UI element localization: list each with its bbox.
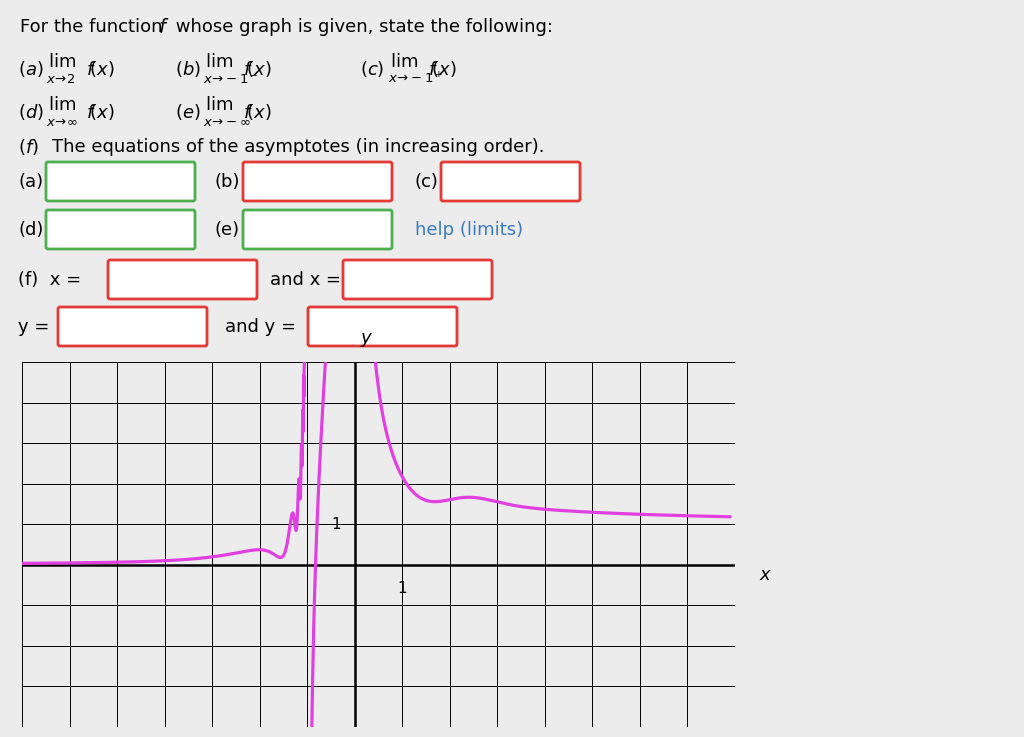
Text: $f$: $f$ (158, 18, 169, 37)
Text: $x\!\to\!2$: $x\!\to\!2$ (46, 72, 76, 85)
Text: (e): (e) (215, 221, 240, 239)
Text: (f)  x =: (f) x = (18, 271, 81, 289)
FancyBboxPatch shape (243, 210, 392, 249)
Text: $\lim$: $\lim$ (48, 96, 76, 114)
Text: $(a)$: $(a)$ (18, 59, 43, 79)
FancyBboxPatch shape (58, 307, 207, 346)
Text: $x\!\to\!-1^-$: $x\!\to\!-1^-$ (203, 72, 258, 85)
Text: 1: 1 (397, 581, 408, 596)
Text: $(c)$: $(c)$ (360, 59, 384, 79)
Text: $\lim$: $\lim$ (390, 53, 418, 71)
Text: (a): (a) (18, 173, 43, 191)
Text: 1: 1 (332, 517, 341, 531)
Text: and y =: and y = (225, 318, 296, 336)
Text: $x\!\to\!-\infty$: $x\!\to\!-\infty$ (203, 116, 251, 128)
FancyBboxPatch shape (343, 260, 492, 299)
Text: For the function: For the function (20, 18, 168, 36)
Text: y =: y = (18, 318, 49, 336)
Text: $(d)$: $(d)$ (18, 102, 44, 122)
Text: $\lim$: $\lim$ (48, 53, 76, 71)
Text: $x\!\to\!-1^+$: $x\!\to\!-1^+$ (388, 71, 443, 87)
Text: $f\!(x)$: $f\!(x)$ (243, 102, 271, 122)
Text: (c): (c) (415, 173, 439, 191)
Text: $(e)$: $(e)$ (175, 102, 201, 122)
Text: $f\!(x)$: $f\!(x)$ (243, 59, 271, 79)
Text: $f\!(x)$: $f\!(x)$ (86, 59, 115, 79)
FancyBboxPatch shape (243, 162, 392, 201)
FancyBboxPatch shape (46, 162, 195, 201)
Text: $\lim$: $\lim$ (205, 96, 233, 114)
Text: (b): (b) (215, 173, 241, 191)
Text: help (limits): help (limits) (415, 221, 523, 239)
Text: (d): (d) (18, 221, 43, 239)
Text: $f\!(x)$: $f\!(x)$ (86, 102, 115, 122)
FancyBboxPatch shape (308, 307, 457, 346)
FancyBboxPatch shape (441, 162, 580, 201)
Text: The equations of the asymptotes (in increasing order).: The equations of the asymptotes (in incr… (52, 138, 545, 156)
Text: $(f)$: $(f)$ (18, 137, 39, 157)
FancyBboxPatch shape (46, 210, 195, 249)
FancyBboxPatch shape (108, 260, 257, 299)
Text: $(b)$: $(b)$ (175, 59, 201, 79)
Text: and x =: and x = (270, 271, 341, 289)
Text: $y$: $y$ (360, 331, 374, 349)
Text: $f\!(x)$: $f\!(x)$ (428, 59, 457, 79)
Text: $\lim$: $\lim$ (205, 53, 233, 71)
Text: $x$: $x$ (759, 566, 772, 584)
Text: whose graph is given, state the following:: whose graph is given, state the followin… (170, 18, 553, 36)
Text: $x\!\to\!\infty$: $x\!\to\!\infty$ (46, 116, 78, 128)
